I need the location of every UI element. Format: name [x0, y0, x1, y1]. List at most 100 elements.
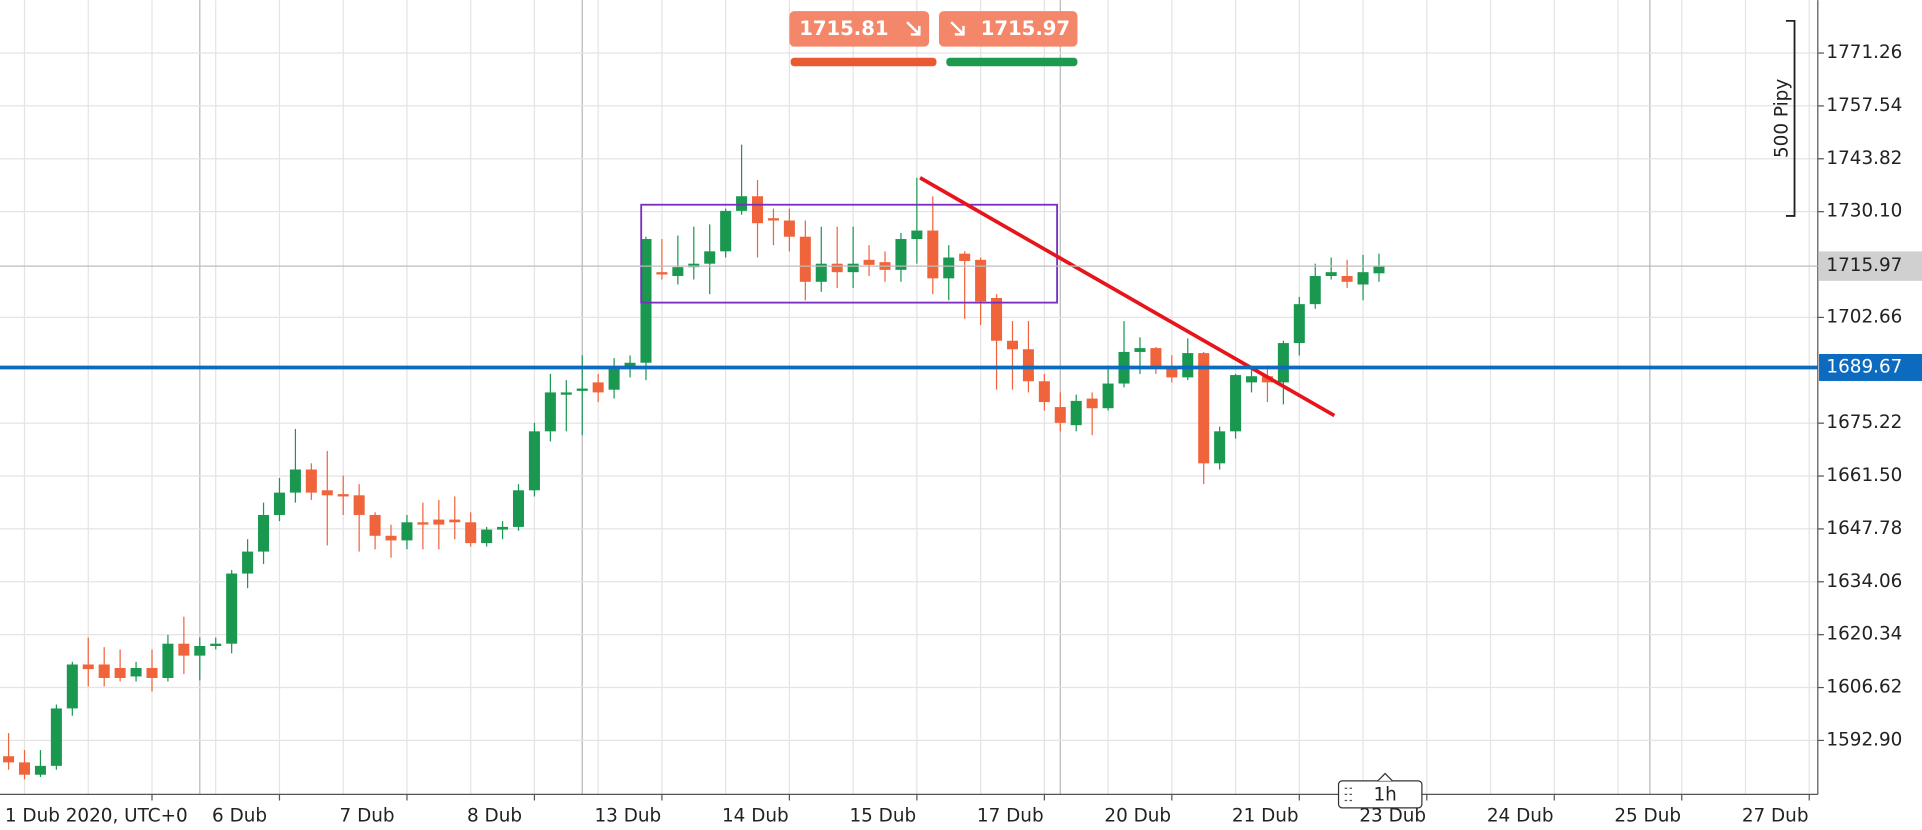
y-tick-label: 1647.78 [1826, 518, 1902, 539]
candle-body [799, 236, 811, 282]
candle-body [465, 522, 477, 544]
candle-body [847, 263, 859, 273]
candle-body [1150, 348, 1162, 368]
candle-body [991, 297, 1003, 341]
y-tick-label: 1661.50 [1826, 465, 1902, 486]
candle-body [544, 392, 556, 432]
buy-button[interactable]: 1715.97 [938, 11, 1078, 47]
candle-body [831, 263, 843, 273]
y-tick-label: 1771.26 [1826, 42, 1902, 63]
candle-body [305, 469, 317, 493]
candle-body [433, 519, 445, 525]
y-tick-label: 1702.66 [1826, 306, 1902, 327]
candle-body [815, 263, 827, 282]
candle-body [640, 239, 652, 363]
timeframe-label[interactable]: 1h [1373, 785, 1396, 806]
overlay: 1715.97 1689.67 500 Pipy [0, 19, 1922, 418]
y-tick-label: 1757.54 [1826, 95, 1902, 116]
candle-body [1341, 276, 1353, 282]
x-tick-label: 1 Dub 2020, UTC+0 [5, 805, 188, 826]
candle-body [1054, 407, 1066, 423]
sell-arrow [906, 21, 921, 36]
candle-body [1198, 353, 1210, 464]
x-tick-label: 17 Dub [977, 805, 1044, 826]
trend-line [919, 176, 1336, 418]
sell-button-bg[interactable] [789, 11, 930, 47]
candle-body [1166, 367, 1178, 378]
x-tick-label: 20 Dub [1104, 805, 1171, 826]
candle-body [1373, 265, 1385, 274]
candle-body [1245, 376, 1258, 383]
buy-button-bg[interactable] [938, 11, 1078, 47]
buy-price[interactable]: 1715.97 [981, 17, 1070, 40]
candle-body [178, 643, 190, 656]
candle-body [162, 643, 174, 678]
current-price-box [1819, 251, 1922, 281]
buy-arrow [950, 21, 965, 36]
candle-body [481, 529, 493, 544]
candle-body [592, 382, 604, 393]
candle-body [975, 259, 987, 302]
candle-body [130, 667, 142, 677]
candle-body [672, 267, 684, 277]
sell-bar [790, 57, 937, 67]
candle-body [289, 469, 301, 493]
x-tick-label: 21 Dub [1232, 805, 1299, 826]
candle-body [82, 664, 94, 670]
candle-body [927, 230, 939, 279]
candle-body [1325, 272, 1337, 277]
candle-body [1134, 348, 1146, 352]
candle-body [1102, 383, 1114, 409]
candle-body [1293, 304, 1305, 344]
candle-body [401, 522, 413, 541]
x-tick-label: 6 Dub [212, 805, 267, 826]
candle-body [688, 263, 700, 268]
candle-body [1261, 376, 1273, 383]
candle-body [417, 522, 429, 525]
candle-body [1038, 381, 1050, 403]
pip-ruler [1785, 19, 1796, 217]
candle-body [258, 514, 270, 552]
level-box [1819, 353, 1922, 381]
y-tick-label: 1675.22 [1826, 412, 1902, 433]
candle-body [66, 664, 78, 709]
candle-body [337, 494, 349, 497]
candle-body [18, 762, 31, 775]
timeframe-selector[interactable]: 1h [1337, 772, 1423, 809]
candle-body [911, 230, 923, 240]
candle-body [50, 708, 62, 766]
level-label: 1689.67 [1826, 356, 1902, 377]
drag-handle [1344, 787, 1353, 802]
candle-body [1070, 400, 1082, 426]
candle-body [273, 492, 285, 515]
y-tick-label: 1634.06 [1826, 571, 1902, 592]
candle-body [1277, 343, 1289, 383]
marks [3, 144, 1385, 780]
candle-body [242, 551, 254, 574]
candle-body [1182, 353, 1194, 378]
buy-bar [946, 57, 1078, 67]
candle-body [704, 251, 716, 264]
sell-price[interactable]: 1715.81 [799, 17, 888, 40]
candle-body [194, 645, 206, 656]
x-tick-label: 25 Dub [1614, 805, 1681, 826]
candle-body [210, 643, 222, 646]
candle-body [863, 259, 875, 265]
candle-body [369, 514, 381, 536]
x-tick-label: 24 Dub [1487, 805, 1554, 826]
x-tick-label: 8 Dub [467, 805, 522, 826]
y-tick-label: 1606.62 [1826, 677, 1902, 698]
candle-body [528, 431, 540, 491]
candle-body [1214, 431, 1226, 464]
x-tick-label: 13 Dub [594, 805, 661, 826]
candle-body [1230, 375, 1242, 432]
x-tick-label: 27 Dub [1742, 805, 1809, 826]
candle-body [608, 367, 620, 390]
y-tick-label: 1620.34 [1826, 624, 1902, 645]
x-tick-label: 15 Dub [849, 805, 916, 826]
candle-body [1086, 398, 1098, 409]
sell-button[interactable]: 1715.81 [789, 11, 930, 47]
y-tick-label: 1743.82 [1826, 148, 1902, 169]
